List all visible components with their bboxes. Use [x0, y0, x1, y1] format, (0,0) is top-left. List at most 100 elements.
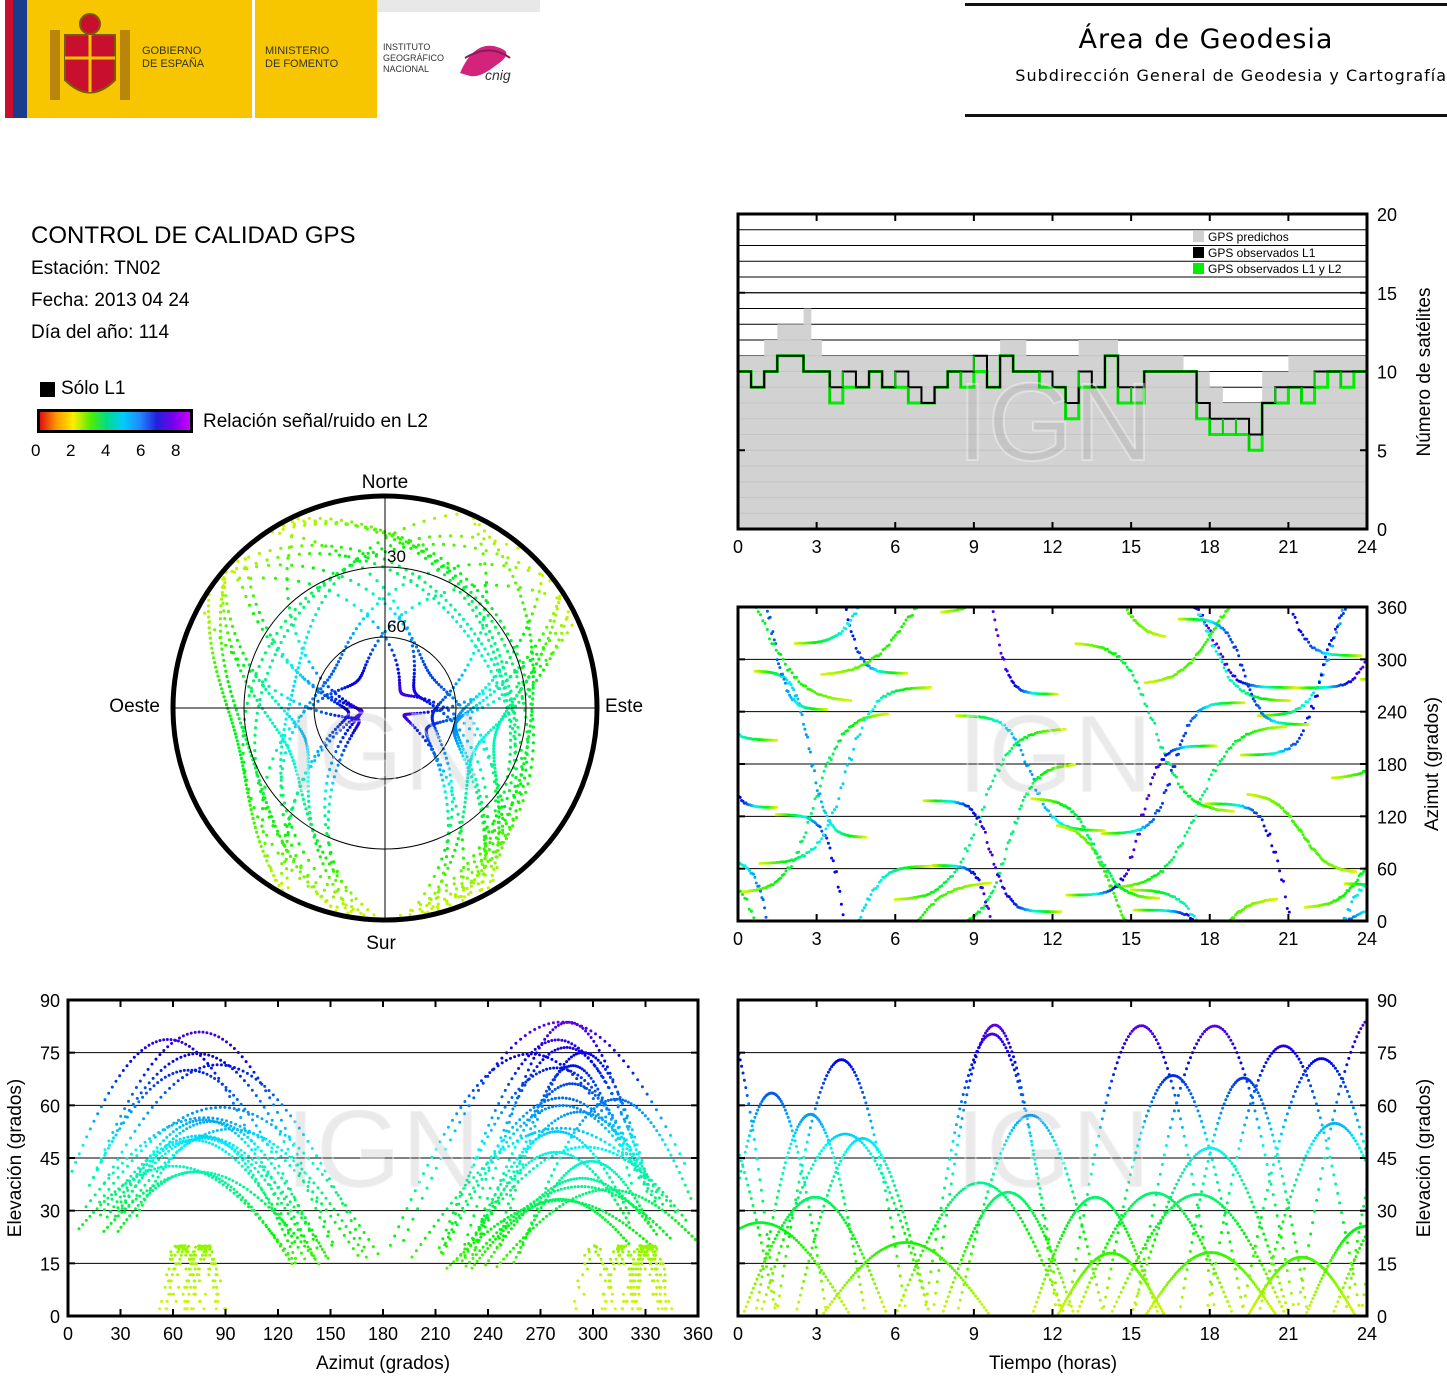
skyplot-track-point — [497, 631, 501, 635]
skyplot-track-point — [291, 759, 295, 763]
elevation-azimuth-point — [250, 1148, 254, 1152]
azimuth-track-point — [1178, 743, 1182, 747]
skyplot-track-point — [339, 879, 343, 883]
azimuth-track-point — [864, 835, 868, 839]
skyplot-track-point — [282, 759, 286, 763]
skyplot-track-point — [509, 738, 513, 742]
azimuth-track-point — [1129, 669, 1133, 673]
skyplot-track-point — [336, 887, 340, 892]
elevation-azimuth-point — [237, 1161, 241, 1165]
skyplot-track-point — [270, 842, 274, 846]
skyplot-track-point — [224, 643, 228, 647]
skyplot-track-point — [316, 690, 320, 694]
skyplot-track-point — [244, 709, 248, 713]
skyplot-track-point — [559, 623, 564, 628]
azimuth-track-point — [1356, 893, 1359, 897]
azimuth-track-point — [775, 738, 779, 742]
skyplot-track-point — [299, 714, 303, 718]
skyplot-track-point — [407, 632, 411, 636]
skyplot-track-point — [526, 687, 530, 691]
skyplot-track-point — [255, 773, 259, 777]
skyplot-track-point — [264, 801, 268, 805]
skyplot-track-point — [461, 617, 466, 621]
azimuth-track-point — [835, 805, 839, 809]
skyplot-track-point — [560, 638, 564, 642]
azimuth-track-point — [1012, 681, 1015, 685]
skyplot-track-point — [517, 733, 521, 737]
azimuth-track-point — [871, 708, 875, 712]
x-tick-label: 21 — [1278, 537, 1298, 557]
skyplot-track-point — [510, 662, 515, 666]
azimuth-track-point — [1251, 808, 1254, 812]
skyplot-track-point — [302, 519, 306, 523]
skyplot-track-point — [329, 712, 333, 717]
skyplot-track-point — [229, 717, 233, 722]
elevation-azimuth-point — [594, 1135, 598, 1139]
azimuth-track-point — [1109, 874, 1113, 878]
skyplot-track-point — [224, 624, 228, 628]
skyplot-track-point — [444, 598, 448, 603]
skyplot-track-point — [387, 592, 391, 596]
skyplot-track-point — [417, 601, 421, 606]
skyplot-track-point — [427, 554, 431, 558]
skyplot-track-point — [325, 899, 329, 903]
skyplot-track-point — [392, 532, 396, 537]
skyplot-track-point — [309, 624, 313, 628]
skyplot-track-point — [324, 711, 328, 715]
skyplot-track-point — [338, 656, 342, 660]
skyplot-track-point — [301, 850, 306, 854]
elevation-azimuth-point — [303, 1257, 307, 1261]
skyplot-track-point — [306, 747, 310, 751]
y-tick-label: 15 — [1377, 284, 1397, 304]
skyplot-track-point — [287, 822, 291, 826]
azimuth-track-point — [1119, 909, 1123, 913]
skyplot-south: Sur — [366, 933, 396, 954]
skyplot-track-point — [503, 834, 507, 838]
skyplot-track-point — [350, 520, 354, 524]
azimuth-track-point — [858, 733, 862, 736]
skyplot-track-point — [316, 749, 320, 754]
skyplot-track-point — [231, 699, 236, 703]
colorbar-tick: 0 — [31, 441, 41, 460]
skyplot-track-point — [237, 746, 241, 750]
azimuth-track-point — [1242, 689, 1246, 693]
azimuth-track-point — [782, 677, 786, 681]
cnig-text: cnig — [485, 67, 511, 83]
skyplot-track-point — [279, 778, 283, 782]
skyplot-track-point — [327, 862, 331, 866]
skyplot-track-point — [392, 599, 396, 603]
skyplot-track-point — [499, 794, 503, 798]
skyplot-track-point — [253, 741, 257, 745]
skyplot-track-point — [334, 549, 338, 553]
azimuth-track-point — [763, 906, 767, 910]
skyplot-track-point — [474, 614, 479, 618]
skyplot-track-point — [234, 657, 238, 661]
skyplot-track-point — [343, 554, 347, 558]
azimuth-track-point — [928, 685, 932, 689]
azimuth-track-point — [982, 827, 986, 831]
elevation-azimuth-point — [141, 1166, 145, 1170]
skyplot-track-point — [328, 675, 332, 679]
skyplot-track-point — [218, 610, 223, 614]
azimuth-track-point — [1201, 645, 1205, 649]
skyplot-track-point — [290, 825, 294, 829]
azimuth-track-point — [1125, 665, 1129, 669]
elevation-azimuth-point — [609, 1098, 613, 1102]
azimuth-track-point — [876, 884, 880, 888]
skyplot-track-point — [321, 684, 325, 688]
skyplot-track-point — [495, 681, 499, 685]
skyplot-track-point — [340, 715, 344, 719]
azimuth-track-point — [977, 878, 981, 882]
elevation-azimuth-point — [669, 1204, 673, 1208]
skyplot-track-point — [520, 756, 524, 761]
skyplot-track-point — [364, 587, 368, 591]
azimuth-track-point — [1231, 742, 1235, 746]
azimuth-track-point — [1187, 723, 1191, 727]
skyplot-track-point — [528, 658, 532, 663]
azimuth-track-point — [986, 897, 990, 901]
skyplot-track-point — [241, 743, 245, 747]
azimuth-track-point — [1105, 647, 1109, 651]
y-tick-label: 180 — [1377, 755, 1407, 775]
skyplot-track-point — [335, 869, 339, 874]
skyplot-track-point — [502, 666, 506, 670]
